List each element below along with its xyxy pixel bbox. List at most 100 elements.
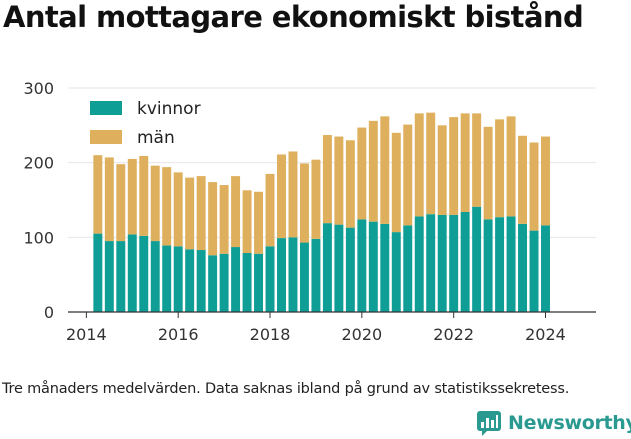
bar-män-5 bbox=[150, 165, 160, 242]
bar-kvinnor-3 bbox=[127, 234, 137, 312]
bar-kvinnor-0 bbox=[93, 233, 103, 312]
bar-män-24 bbox=[368, 120, 378, 222]
bar-kvinnor-22 bbox=[345, 227, 355, 312]
bar-män-39 bbox=[541, 136, 550, 226]
brand-name: Newsworthy bbox=[508, 412, 631, 434]
bar-män-3 bbox=[127, 158, 137, 235]
bar-kvinnor-36 bbox=[506, 216, 516, 312]
bar-kvinnor-11 bbox=[219, 253, 229, 312]
bar-män-34 bbox=[483, 126, 493, 220]
bar-kvinnor-39 bbox=[541, 225, 550, 312]
axes: 0 100 200 300 2014 2016 2018 2020 2022 2024 bbox=[23, 79, 596, 344]
bar-kvinnor-17 bbox=[288, 237, 298, 312]
footnote: Tre månaders medelvärden. Data saknas ib… bbox=[2, 381, 570, 397]
bar-kvinnor-19 bbox=[311, 238, 321, 312]
bar-män-0 bbox=[93, 155, 103, 234]
bar-kvinnor-34 bbox=[483, 219, 493, 312]
bar-män-36 bbox=[506, 116, 516, 217]
bar-kvinnor-6 bbox=[162, 245, 172, 312]
y-tick-label: 200 bbox=[23, 154, 54, 173]
bar-män-18 bbox=[299, 163, 309, 243]
bar-kvinnor-38 bbox=[529, 230, 539, 312]
y-tick-label: 300 bbox=[23, 79, 54, 98]
bar-kvinnor-27 bbox=[403, 225, 413, 312]
bar-män-22 bbox=[345, 140, 355, 228]
bar-kvinnor-15 bbox=[265, 246, 275, 312]
bar-män-33 bbox=[472, 113, 482, 207]
bar-kvinnor-24 bbox=[368, 221, 378, 312]
bar-män-31 bbox=[449, 117, 459, 215]
bar-män-25 bbox=[380, 116, 390, 224]
bar-män-30 bbox=[437, 125, 447, 215]
bar-män-12 bbox=[231, 176, 241, 248]
bar-kvinnor-31 bbox=[449, 214, 459, 312]
bar-män-16 bbox=[277, 154, 286, 239]
x-tick-label: 2024 bbox=[525, 325, 566, 344]
bar-män-28 bbox=[414, 113, 424, 217]
y-tick-label: 100 bbox=[23, 228, 54, 247]
bar-kvinnor-1 bbox=[104, 241, 114, 312]
bar-kvinnor-37 bbox=[518, 223, 528, 312]
bar-kvinnor-32 bbox=[460, 211, 470, 312]
newsworthy-logo-icon bbox=[477, 411, 501, 436]
bar-män-15 bbox=[265, 173, 275, 247]
bar-män-20 bbox=[322, 135, 332, 224]
x-tick-label: 2014 bbox=[66, 325, 107, 344]
bar-kvinnor-20 bbox=[322, 223, 332, 312]
bar-kvinnor-10 bbox=[208, 255, 218, 312]
bar-kvinnor-4 bbox=[139, 235, 149, 312]
bar-män-19 bbox=[311, 159, 321, 239]
legend-swatch-män bbox=[90, 130, 122, 144]
bar-män-29 bbox=[426, 112, 436, 215]
bar-män-26 bbox=[391, 132, 401, 233]
x-tick-label: 2020 bbox=[341, 325, 382, 344]
legend-label-kvinnor: kvinnor bbox=[137, 99, 201, 119]
bar-män-9 bbox=[196, 176, 206, 251]
legend-swatch-kvinnor bbox=[90, 101, 122, 115]
legend: kvinnor män bbox=[90, 99, 201, 148]
bars bbox=[93, 112, 550, 312]
bar-kvinnor-33 bbox=[472, 206, 482, 312]
bar-män-11 bbox=[219, 185, 229, 254]
bar-män-38 bbox=[529, 142, 539, 231]
x-tick-label: 2022 bbox=[433, 325, 474, 344]
bar-män-2 bbox=[116, 164, 126, 242]
bar-kvinnor-8 bbox=[185, 249, 195, 312]
bar-kvinnor-26 bbox=[391, 232, 401, 312]
bar-män-17 bbox=[288, 151, 298, 238]
bar-kvinnor-30 bbox=[437, 214, 447, 312]
bar-män-32 bbox=[460, 113, 470, 212]
y-tick-label: 0 bbox=[44, 303, 54, 322]
legend-label-män: män bbox=[137, 128, 175, 148]
bar-män-4 bbox=[139, 155, 149, 236]
bar-kvinnor-14 bbox=[254, 253, 264, 312]
bar-män-10 bbox=[208, 182, 218, 256]
bar-män-35 bbox=[495, 119, 505, 218]
bar-kvinnor-29 bbox=[426, 214, 436, 312]
bar-män-21 bbox=[334, 136, 344, 225]
bar-kvinnor-7 bbox=[173, 246, 183, 312]
bar-kvinnor-12 bbox=[231, 247, 241, 312]
bar-män-7 bbox=[173, 172, 183, 247]
x-tick-label: 2018 bbox=[250, 325, 291, 344]
bar-män-37 bbox=[518, 135, 528, 224]
bar-kvinnor-28 bbox=[414, 216, 424, 312]
bar-kvinnor-35 bbox=[495, 217, 505, 312]
bar-män-23 bbox=[357, 127, 367, 220]
bar-kvinnor-18 bbox=[299, 242, 309, 312]
stacked-bar-chart: 0 100 200 300 2014 2016 2018 2020 2022 2024 kvinn… bbox=[23, 79, 596, 344]
bar-kvinnor-25 bbox=[380, 223, 390, 312]
bar-kvinnor-9 bbox=[196, 250, 206, 312]
brand[interactable]: Newsworthy bbox=[476, 409, 631, 437]
bar-män-8 bbox=[185, 177, 195, 250]
bar-män-6 bbox=[162, 167, 172, 246]
bar-kvinnor-23 bbox=[357, 219, 367, 312]
bar-kvinnor-21 bbox=[334, 224, 344, 312]
bar-kvinnor-2 bbox=[116, 241, 126, 312]
chart-title: Antal mottagare ekonomiskt bistånd bbox=[3, 0, 584, 34]
x-tick-label: 2016 bbox=[158, 325, 199, 344]
bar-kvinnor-16 bbox=[277, 238, 286, 312]
bar-kvinnor-13 bbox=[242, 253, 252, 312]
bar-män-27 bbox=[403, 124, 413, 226]
bar-män-1 bbox=[104, 157, 114, 242]
